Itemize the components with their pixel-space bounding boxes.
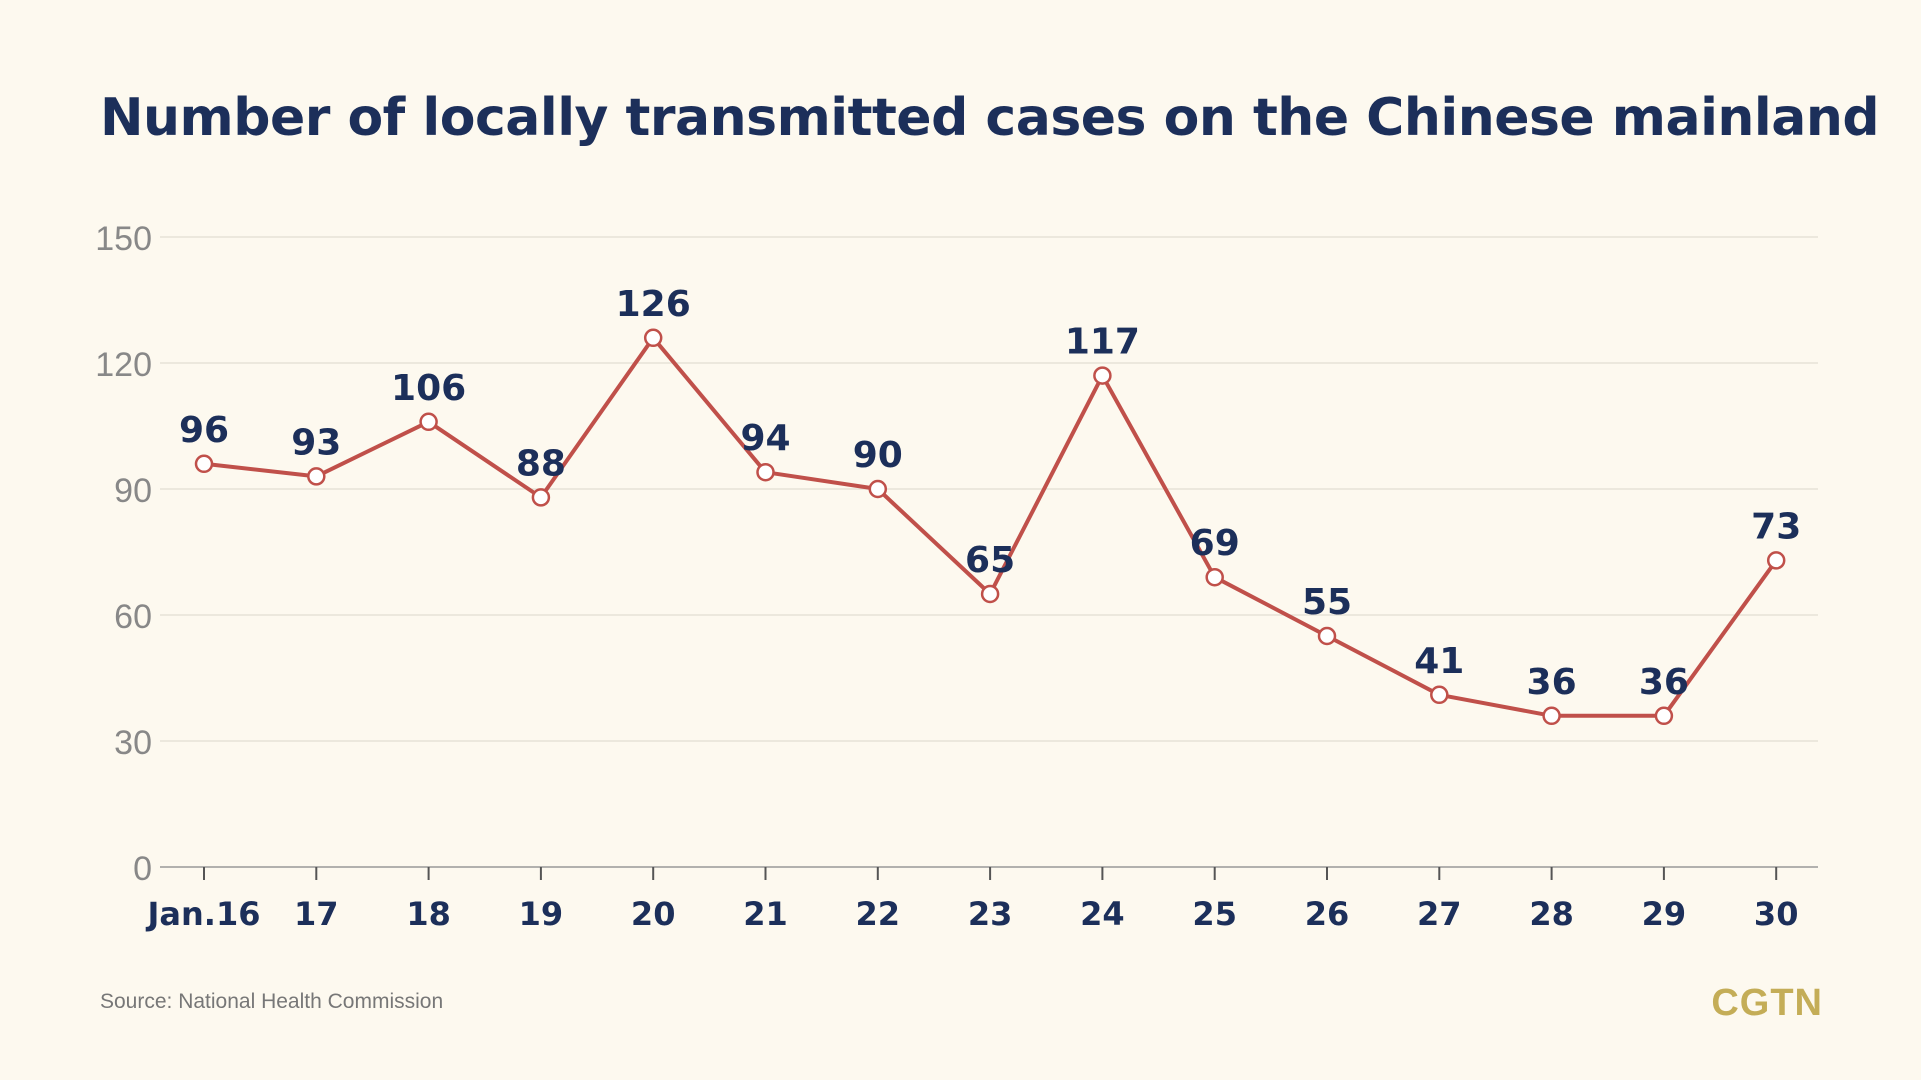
y-axis-tick-labels: 0 30 60 90 120 150 <box>95 220 152 888</box>
data-point <box>531 488 551 507</box>
data-label: 36 <box>1639 662 1689 703</box>
y-tick-label: 60 <box>114 598 152 636</box>
y-tick-label: 90 <box>114 472 152 510</box>
data-label: 93 <box>291 422 341 463</box>
chart-title: Number of locally transmitted cases on t… <box>100 88 1880 148</box>
source-note: Source: National Health Commission <box>100 990 444 1013</box>
data-point <box>1093 366 1112 385</box>
x-tick-label: 23 <box>968 895 1013 933</box>
gridlines <box>160 236 1818 742</box>
data-label: 55 <box>1302 582 1352 623</box>
data-point <box>419 412 438 432</box>
data-label: 90 <box>853 435 903 476</box>
data-point <box>1766 551 1786 570</box>
x-tick-label: 28 <box>1529 895 1574 933</box>
x-tick-label: 27 <box>1417 895 1462 933</box>
data-point <box>1430 685 1449 705</box>
data-label: 41 <box>1414 641 1464 682</box>
y-tick-label: 120 <box>95 346 152 384</box>
data-label: 88 <box>516 443 566 484</box>
data-label: 126 <box>616 284 691 325</box>
x-tick-label: 22 <box>856 895 901 933</box>
data-label: 36 <box>1527 662 1577 703</box>
x-tick-label: 19 <box>519 895 564 933</box>
y-tick-label: 0 <box>133 850 152 888</box>
x-tick-label: 20 <box>631 895 676 933</box>
data-point <box>980 584 1000 604</box>
data-labels: 96 93 106 88 126 94 90 65 117 69 55 41 36 36 73 <box>179 284 1801 703</box>
data-label: 73 <box>1751 506 1801 547</box>
x-tick-label: 21 <box>743 895 788 933</box>
data-points <box>194 328 1786 726</box>
data-label: 117 <box>1065 322 1140 363</box>
x-axis: Jan.16 17 18 19 20 21 22 23 24 25 26 27 28 29 30 <box>146 866 1818 933</box>
data-point <box>194 454 214 474</box>
data-label: 96 <box>179 410 229 451</box>
x-tick-label: 24 <box>1080 895 1125 933</box>
x-tick-label: 17 <box>294 895 339 933</box>
data-point <box>1542 706 1561 726</box>
data-point <box>1317 626 1337 646</box>
data-point <box>643 328 663 348</box>
x-tick-label: 30 <box>1754 895 1799 933</box>
x-tick-label: Jan.16 <box>146 895 261 933</box>
x-tick-label: 25 <box>1192 895 1237 933</box>
data-point <box>1205 567 1224 587</box>
data-label: 69 <box>1190 523 1240 564</box>
data-point <box>307 467 326 486</box>
cgtn-logo: CGTN <box>1711 982 1823 1024</box>
data-point <box>1654 706 1674 726</box>
data-label: 94 <box>740 418 790 459</box>
data-label: 106 <box>391 368 466 409</box>
y-tick-label: 150 <box>95 220 152 258</box>
data-point <box>756 462 775 482</box>
x-tick-label: 18 <box>406 895 451 933</box>
y-tick-label: 30 <box>114 724 152 762</box>
data-label: 65 <box>965 540 1015 581</box>
data-point <box>868 479 888 499</box>
x-tick-label: 26 <box>1305 895 1350 933</box>
x-tick-label: 29 <box>1642 895 1687 933</box>
